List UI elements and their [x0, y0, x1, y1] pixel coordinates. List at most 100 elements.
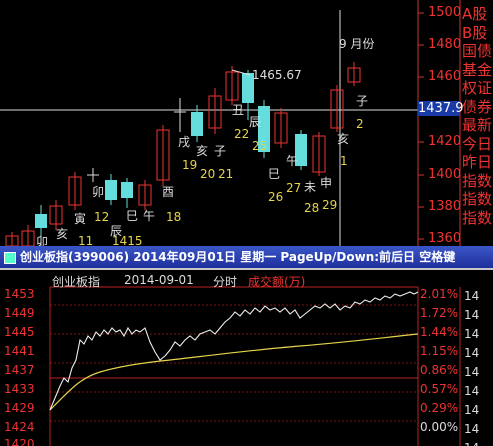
price-tick: 1420: [4, 437, 35, 446]
day-number: 22: [234, 127, 250, 141]
candle-down: [105, 180, 117, 200]
day-number: 25: [252, 139, 268, 153]
price-tick: 1429: [4, 401, 35, 415]
candle-up: [21, 230, 35, 246]
info-item[interactable]: B股: [462, 23, 488, 42]
divider: [0, 268, 493, 270]
candle-up: [274, 112, 288, 144]
info-item[interactable]: A股: [462, 5, 488, 23]
right-tick: 14: [464, 327, 480, 341]
branch-label: 午: [143, 209, 156, 223]
right-tick: 14: [464, 403, 480, 417]
candle-up: [5, 235, 19, 246]
candle-up: [330, 89, 344, 129]
right-tick: 14: [464, 308, 480, 322]
branch-label: 酉: [162, 185, 175, 199]
branch-label: 亥: [196, 144, 209, 158]
right-tick: 14: [464, 346, 480, 360]
branch-label: 寅: [74, 212, 87, 226]
price-tick: 1445: [4, 325, 35, 339]
info-panel: A股 B股 国债 基金 权证 债券 最新 今日 昨日 指数 指数 指数: [462, 5, 493, 227]
minute-header-type: 分时: [213, 275, 238, 289]
info-item[interactable]: 国债: [462, 42, 493, 60]
branch-label: 辰: [110, 224, 123, 238]
pct-tick: 1.15%: [420, 344, 459, 358]
info-item[interactable]: 今日: [462, 134, 493, 153]
info-item[interactable]: 指数: [462, 171, 493, 190]
right-tick: 14: [464, 289, 480, 303]
app-icon: [4, 251, 16, 264]
candle-up: [208, 95, 222, 129]
day-number: 21: [218, 167, 234, 181]
pct-tick: 2.01%: [420, 287, 459, 301]
price-line: [49, 291, 419, 411]
day-number: 11: [78, 234, 94, 246]
price-tick: 1400: [428, 167, 462, 182]
candle-down: [121, 182, 133, 198]
minute-chart-pane[interactable]: 创业板指 2014-09-01 分时 成交额(万) 1453 1449 1445…: [0, 270, 493, 446]
month-label: 9 月份: [339, 37, 375, 51]
candle-down: [191, 112, 203, 136]
right-tick: 14: [464, 422, 480, 436]
info-item[interactable]: 指数: [462, 190, 493, 208]
minute-header-name: 创业板指: [52, 275, 101, 289]
branch-label: 戌: [178, 135, 191, 149]
day-number: 1: [340, 154, 348, 168]
minute-svg: [49, 286, 461, 446]
right-tick: 14: [464, 365, 480, 379]
right-tick: 14: [464, 384, 480, 398]
right-data-column: 14 14 14 14 14 14 14 14 14: [464, 287, 493, 446]
candle-down: [242, 73, 254, 103]
candle-up: [225, 71, 239, 101]
pct-tick: 0.00%: [420, 420, 459, 434]
kline-svg: [0, 0, 461, 246]
info-item[interactable]: 基金: [462, 60, 493, 79]
price-tick: 1360: [428, 231, 462, 246]
branch-label: 子: [214, 144, 227, 158]
candle-down: [35, 214, 47, 228]
day-number: 27: [286, 181, 302, 195]
branch-label: 巳: [268, 167, 281, 181]
day-number: 12: [94, 210, 110, 224]
price-tick: 1453: [4, 287, 35, 301]
day-number: 29: [322, 198, 338, 212]
pct-tick: 0.29%: [420, 401, 459, 415]
minute-header-date: 2014-09-01: [124, 273, 194, 287]
right-tick: 14: [464, 439, 493, 446]
price-tick: 1380: [428, 199, 462, 214]
pct-tick: 0.86%: [420, 363, 459, 377]
price-tick: 1449: [4, 306, 35, 320]
price-tick: 1480: [428, 37, 462, 52]
candle-up: [347, 67, 361, 83]
info-item[interactable]: 指数: [462, 208, 493, 227]
price-tick: 1420: [428, 134, 462, 149]
info-item[interactable]: 昨日: [462, 153, 493, 171]
peak-pointer-line: [231, 69, 251, 76]
price-tick: 1500: [428, 5, 462, 20]
info-item[interactable]: 债券: [462, 97, 493, 116]
branch-label: 亥: [56, 227, 69, 241]
day-number: 26: [268, 190, 284, 204]
candle-up: [138, 184, 152, 206]
candle-down: [295, 134, 307, 166]
current-price-marker: 1437.9: [418, 101, 464, 116]
price-tick: 1460: [428, 69, 462, 84]
pct-tick: 0.57%: [420, 382, 459, 396]
candle-up: [68, 176, 82, 206]
day-number: 19: [182, 158, 198, 172]
window-title: 创业板指(399006) 2014年09月01日 星期一 PageUp/Down…: [20, 250, 456, 264]
info-item[interactable]: 最新: [462, 116, 493, 134]
minute-header-metric: 成交额(万): [248, 275, 306, 289]
info-item[interactable]: 权证: [462, 79, 493, 97]
branch-label: 亥: [337, 132, 350, 146]
price-tick: 1424: [4, 420, 35, 434]
kline-chart-pane[interactable]: 1500 1480 1460 1420 1400 1380 1360 1437.…: [0, 0, 493, 246]
average-line: [49, 333, 419, 411]
candle-up: [49, 205, 63, 225]
branch-label: 卯: [36, 235, 49, 246]
pct-tick: 1.44%: [420, 325, 459, 339]
branch-label: 巳: [126, 209, 139, 223]
day-number: 20: [200, 167, 216, 181]
window-titlebar[interactable]: 创业板指(399006) 2014年09月01日 星期一 PageUp/Down…: [0, 246, 493, 268]
branch-label: 辰: [249, 115, 262, 129]
